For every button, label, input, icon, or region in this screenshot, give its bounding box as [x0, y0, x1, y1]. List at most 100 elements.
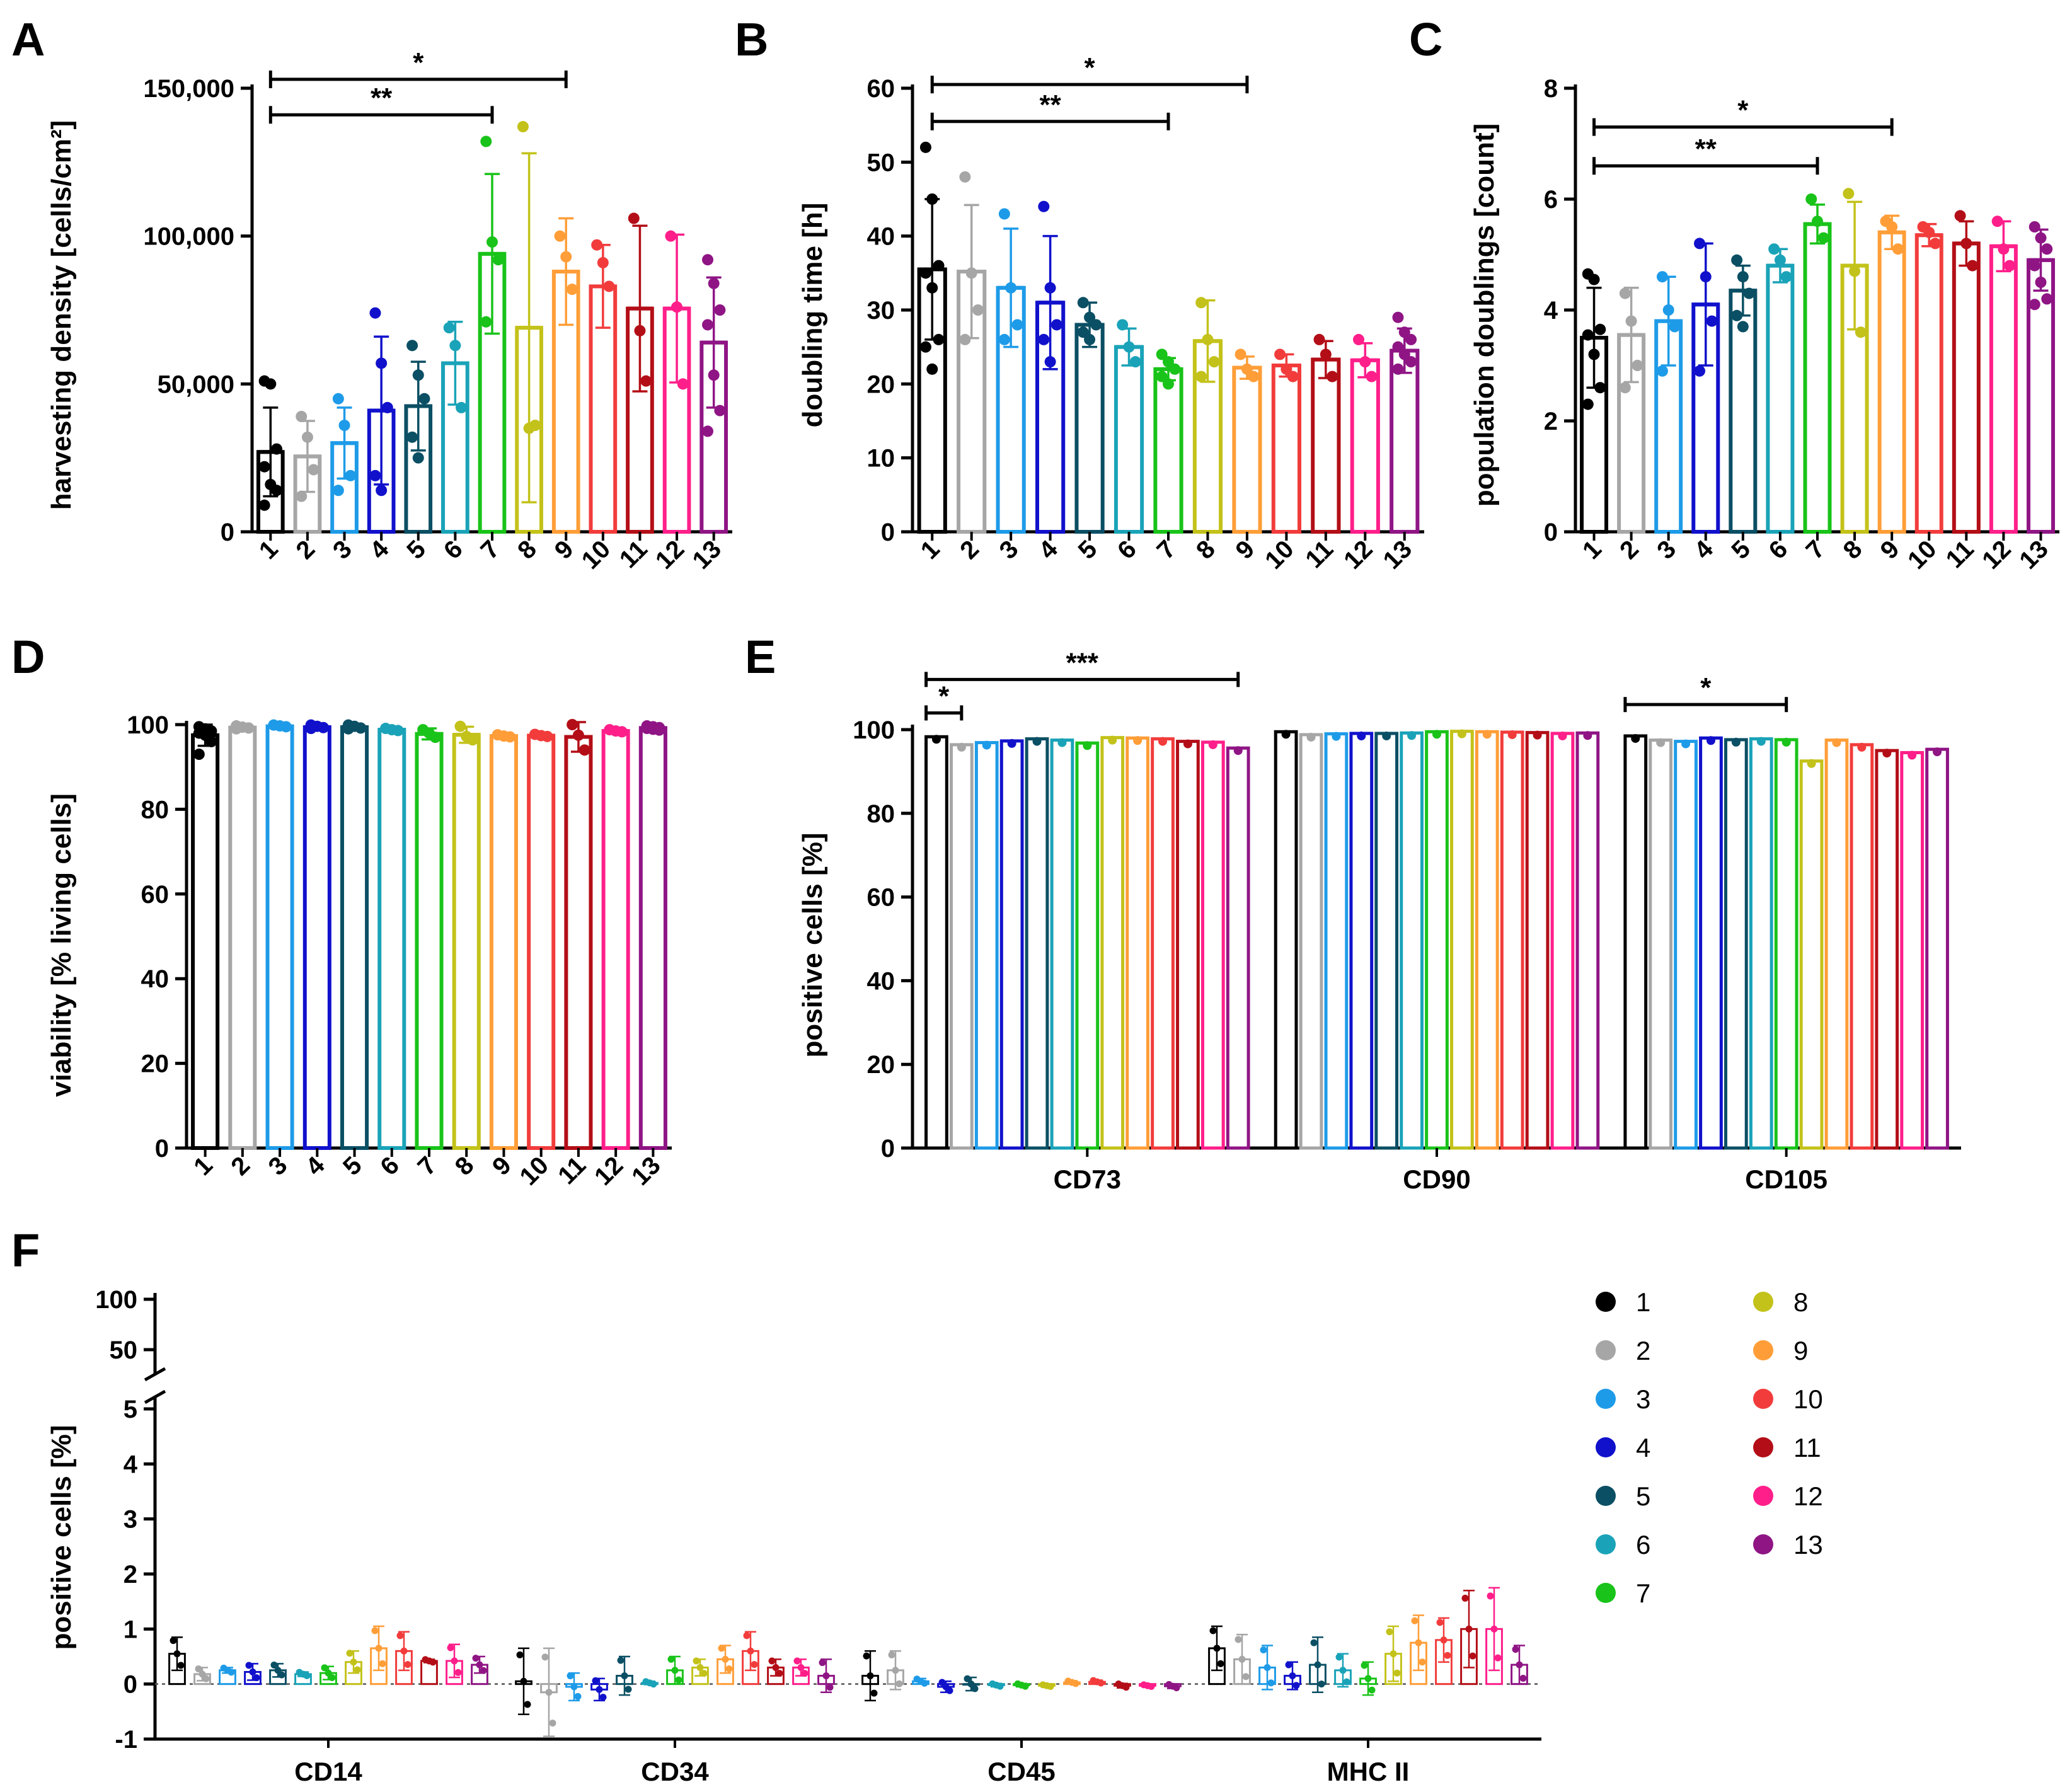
- data-point: [202, 1675, 210, 1682]
- significance-label: ***: [1066, 647, 1098, 678]
- data-point: [1393, 1669, 1401, 1677]
- data-point: [965, 267, 977, 279]
- x-tick-label: 6: [1763, 535, 1793, 565]
- data-point: [354, 1666, 361, 1674]
- bar-CD105-11: [1875, 749, 1899, 1150]
- data-point: [1960, 238, 1972, 250]
- data-point: [1169, 363, 1181, 375]
- data-point: [2035, 232, 2047, 244]
- x-tick-label: 9: [487, 1151, 517, 1181]
- data-point: [1263, 1663, 1271, 1671]
- panel-label-e: E: [745, 631, 776, 683]
- data-point: [560, 251, 572, 263]
- data-point: [346, 1650, 354, 1657]
- data-point: [328, 1674, 336, 1682]
- group-label: MHC II: [1327, 1757, 1410, 1786]
- data-point: [1706, 315, 1718, 327]
- data-point: [1768, 243, 1780, 255]
- bar-13: [1390, 348, 1420, 534]
- bar-CD90-4: [1349, 732, 1374, 1150]
- legend-marker-7: [1596, 1583, 1616, 1603]
- significance-label: *: [1700, 672, 1712, 703]
- data-point: [624, 1686, 632, 1693]
- y-tick-label: 4: [124, 1450, 138, 1478]
- data-point: [480, 316, 492, 328]
- legend-label-2: 2: [1636, 1336, 1650, 1365]
- panel-label-b: B: [735, 13, 768, 66]
- x-tick-label: 13: [2014, 535, 2054, 575]
- data-point: [429, 1658, 437, 1666]
- data-point: [371, 1627, 379, 1634]
- y-tick-label: 50: [110, 1336, 138, 1364]
- data-point: [1656, 738, 1666, 747]
- data-point: [1235, 348, 1246, 360]
- bar-9: [489, 734, 519, 1151]
- data-point: [1583, 731, 1592, 740]
- bar-CD105-10: [1850, 743, 1874, 1150]
- data-point: [274, 1667, 282, 1674]
- data-point: [195, 1665, 202, 1673]
- data-point: [1083, 741, 1092, 750]
- data-point: [321, 1664, 328, 1672]
- x-tick-label: 2: [291, 535, 320, 565]
- data-point: [667, 1655, 675, 1663]
- data-point: [1407, 731, 1417, 740]
- data-point: [628, 212, 640, 224]
- data-point: [1594, 382, 1606, 394]
- data-point: [1032, 737, 1042, 746]
- data-point: [1756, 737, 1766, 746]
- x-tick-label: 4: [365, 535, 394, 565]
- bar-CD90-10: [1500, 730, 1524, 1150]
- group-label: CD90: [1403, 1164, 1470, 1194]
- data-point: [1310, 1639, 1318, 1646]
- data-point: [1533, 730, 1542, 740]
- data-point: [1241, 363, 1253, 375]
- bar-CD105-3: [1674, 740, 1698, 1150]
- data-point: [2029, 260, 2040, 272]
- x-tick-label: 2: [226, 1151, 255, 1181]
- data-point: [567, 719, 578, 730]
- data-point: [318, 721, 330, 733]
- data-point: [1490, 1625, 1498, 1633]
- x-tick-label: 11: [553, 1151, 591, 1190]
- data-point: [1482, 730, 1492, 739]
- data-point: [675, 1676, 682, 1684]
- data-point: [1882, 749, 1892, 758]
- data-point: [566, 284, 578, 296]
- bar-6: [377, 728, 406, 1150]
- data-point: [665, 230, 677, 242]
- data-point: [1405, 333, 1417, 345]
- data-point: [946, 1687, 953, 1694]
- data-point: [1072, 1680, 1079, 1687]
- x-tick-label: 7: [1801, 535, 1831, 565]
- x-tick-label: 8: [512, 535, 542, 565]
- data-point: [998, 333, 1010, 345]
- data-point: [2041, 243, 2053, 255]
- data-point: [2029, 299, 2040, 311]
- x-tick-label: 4: [1689, 535, 1718, 565]
- ylabel-f: positive cells [%]: [46, 1425, 77, 1650]
- data-point: [1044, 356, 1056, 368]
- data-point: [1335, 1653, 1343, 1661]
- significance-label: *: [938, 681, 950, 711]
- bar-CD73-4: [999, 739, 1024, 1150]
- data-point: [486, 236, 498, 248]
- significance-label: *: [413, 47, 424, 78]
- data-point: [1392, 363, 1404, 375]
- data-point: [718, 1645, 725, 1652]
- data-point: [603, 280, 615, 292]
- bar-CD90-2: [1299, 733, 1323, 1150]
- x-tick-label: 12: [1977, 535, 2017, 575]
- data-point: [926, 363, 938, 375]
- y-tick-label: 2: [1544, 408, 1558, 435]
- bar-9: [1232, 365, 1262, 534]
- data-point: [1886, 221, 1898, 233]
- data-point: [404, 1661, 412, 1669]
- x-tick-label: 2: [1614, 535, 1644, 565]
- data-point: [1173, 1684, 1180, 1692]
- data-point: [1405, 356, 1417, 368]
- data-point: [1077, 326, 1089, 338]
- y-tick-label: 4: [1544, 297, 1558, 325]
- data-point: [921, 1679, 928, 1687]
